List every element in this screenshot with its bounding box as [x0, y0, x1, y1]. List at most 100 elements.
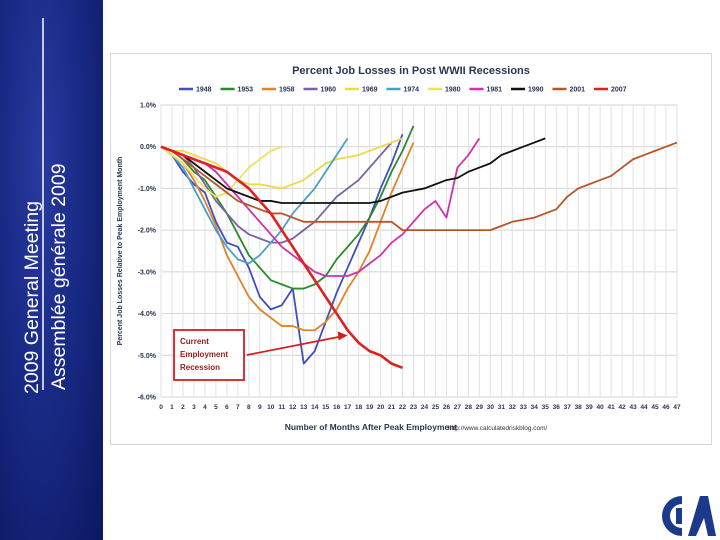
series-line-1948 [160, 133, 404, 365]
series-line-1980 [160, 145, 283, 198]
x-tick-label: 11 [278, 404, 285, 411]
annotation-box [173, 329, 245, 381]
x-tick-label: 3 [192, 404, 196, 411]
x-tick-label: 42 [618, 404, 626, 411]
x-tick-label: 19 [366, 404, 374, 411]
x-tick-label: 30 [487, 404, 495, 411]
x-tick-label: 16 [333, 404, 341, 411]
x-tick-label: 26 [443, 404, 451, 411]
x-tick-label: 7 [236, 404, 240, 411]
x-tick-label: 21 [388, 404, 396, 411]
x-tick-label: 1 [170, 404, 174, 411]
x-axis-ticks: 0 1 2 3 4 5 6 7 8 9 10 11 12 13 14 15 16 17 18 19 20 21 22 23 24… [159, 404, 681, 411]
x-tick-label: 31 [498, 404, 506, 411]
x-tick-label: 18 [355, 404, 363, 411]
series-line-2007 [160, 145, 403, 370]
x-tick-label: 28 [465, 404, 473, 411]
x-tick-label: 15 [322, 404, 330, 411]
series-line-1953 [160, 125, 415, 290]
sidebar-title-french: Assemblée générale 2009 [48, 163, 70, 390]
legend-label-1948: 1948 [196, 87, 212, 94]
x-tick-label: 34 [531, 404, 539, 411]
sidebar-title: 2009 General Meeting Assemblée générale … [0, 0, 103, 540]
x-tick-label: 4 [203, 404, 207, 411]
annotation-text: Recession [180, 363, 220, 372]
x-tick-label: 47 [673, 404, 681, 411]
y-tick-label: -1.0% [138, 186, 157, 193]
x-tick-label: 39 [586, 404, 594, 411]
x-tick-label: 43 [629, 404, 637, 411]
y-axis-ticks: 1.0% 0.0% -1.0% -2.0% -3.0% -4.0% -5.0% -6.0% [138, 103, 157, 402]
legend-label-2001: 2001 [570, 87, 586, 94]
annotation-arrow-line [246, 335, 342, 356]
x-tick-label: 27 [454, 404, 462, 411]
sidebar-band [0, 0, 103, 540]
annotation-text: Current [180, 337, 209, 346]
chart-title: Percent Job Losses in Post WWII Recessio… [292, 65, 530, 77]
current-recession-annotation: Current Employment Recession [173, 329, 348, 381]
x-tick-label: 5 [214, 404, 218, 411]
x-tick-label: 25 [432, 404, 440, 411]
annotation-text: Employment [180, 350, 228, 359]
chart-series [160, 125, 678, 370]
x-tick-label: 23 [410, 404, 418, 411]
legend-label-1953: 1953 [238, 87, 254, 94]
x-tick-label: 24 [421, 404, 429, 411]
series-line-1990 [160, 137, 546, 204]
legend-label-1960: 1960 [321, 87, 337, 94]
x-tick-label: 45 [651, 404, 659, 411]
association-logo-icon [662, 496, 716, 536]
series-line-1969 [160, 137, 403, 190]
x-tick-label: 41 [608, 404, 616, 411]
legend-label-1981: 1981 [487, 87, 503, 94]
series-line-2001 [160, 141, 678, 232]
y-tick-label: -2.0% [138, 228, 157, 235]
y-tick-label: -6.0% [138, 395, 157, 402]
x-tick-label: 32 [509, 404, 517, 411]
chart-frame: Percent Job Losses in Post WWII Recessio… [110, 53, 712, 445]
x-tick-label: 8 [247, 404, 251, 411]
x-axis-label: Number of Months After Peak Employment [285, 422, 458, 432]
series-line-1958 [160, 142, 415, 332]
x-tick-label: 22 [399, 404, 407, 411]
y-tick-label: 0.0% [140, 144, 157, 151]
source-url: http://www.calculatedriskblog.com/ [448, 425, 548, 432]
x-tick-label: 29 [476, 404, 484, 411]
x-tick-label: 20 [377, 404, 385, 411]
series-line-1981 [160, 137, 481, 277]
y-tick-label: -4.0% [138, 311, 157, 318]
sidebar-title-english: 2009 General Meeting [21, 201, 43, 394]
x-tick-label: 46 [662, 404, 670, 411]
x-tick-label: 37 [564, 404, 572, 411]
x-tick-label: 44 [640, 404, 648, 411]
x-tick-label: 13 [300, 404, 308, 411]
legend-label-1974: 1974 [404, 87, 420, 94]
x-tick-label: 40 [597, 404, 605, 411]
x-tick-label: 2 [181, 404, 185, 411]
annotation-arrowhead [337, 331, 348, 341]
x-tick-label: 12 [289, 404, 297, 411]
x-tick-label: 0 [159, 404, 163, 411]
x-tick-label: 10 [267, 404, 275, 411]
x-tick-label: 35 [542, 404, 550, 411]
series-line-1960 [160, 141, 393, 244]
x-tick-label: 14 [311, 404, 319, 411]
y-tick-label: -3.0% [138, 269, 157, 276]
job-loss-chart: Percent Job Losses in Post WWII Recessio… [117, 65, 681, 432]
x-tick-label: 17 [344, 404, 352, 411]
series-line-1974 [160, 137, 349, 265]
legend-label-1958: 1958 [279, 87, 295, 94]
x-tick-label: 9 [258, 404, 262, 411]
sidebar-divider [42, 18, 44, 390]
x-tick-label: 33 [520, 404, 528, 411]
y-axis-label: Percent Job Losses Relative to Peak Empl… [117, 157, 124, 346]
y-tick-label: 1.0% [140, 103, 157, 110]
legend-label-1969: 1969 [362, 87, 378, 94]
x-tick-label: 36 [553, 404, 561, 411]
x-tick-label: 38 [575, 404, 583, 411]
legend-label-1990: 1990 [528, 87, 544, 94]
legend-label-2007: 2007 [611, 87, 627, 94]
y-tick-label: -5.0% [138, 353, 157, 360]
x-tick-label: 6 [225, 404, 229, 411]
legend-label-1980: 1980 [445, 87, 461, 94]
